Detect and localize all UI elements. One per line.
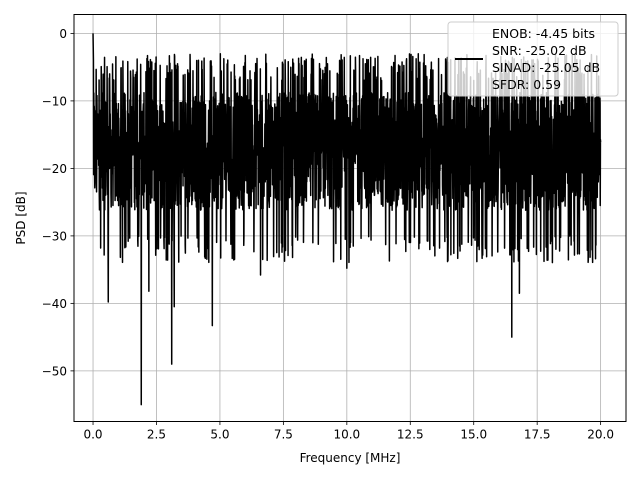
y-tick-label: −20	[42, 162, 67, 176]
x-tick-label: 10.0	[333, 428, 360, 442]
y-tick-label: −10	[42, 94, 67, 108]
x-tick-label: 5.0	[210, 428, 229, 442]
x-tick-label: 7.5	[274, 428, 293, 442]
legend-entry-sinad: SINAD: -25.05 dB	[492, 60, 600, 75]
x-axis-ticks: 0.0 2.5 5.0 7.5 10.0 12.5 15.0 17.5 20.0	[83, 421, 614, 442]
y-axis-ticks: 0 −10 −20 −30 −40 −50	[42, 27, 74, 378]
legend-entry-enob: ENOB: -4.45 bits	[492, 26, 595, 41]
legend: ENOB: -4.45 bits SNR: -25.02 dB SINAD: -…	[447, 21, 619, 97]
plot-area-frame	[73, 14, 627, 422]
psd-series	[92, 33, 602, 406]
legend-box	[447, 21, 619, 97]
y-tick-label: −30	[42, 229, 67, 243]
y-tick-label: −40	[42, 297, 67, 311]
y-tick-label: −50	[42, 364, 67, 378]
x-tick-label: 0.0	[83, 428, 102, 442]
x-tick-label: 20.0	[587, 428, 614, 442]
legend-entry-snr: SNR: -25.02 dB	[492, 43, 587, 58]
x-tick-label: 2.5	[147, 428, 166, 442]
psd-line	[92, 33, 602, 406]
x-tick-label: 17.5	[524, 428, 551, 442]
y-axis-label: PSD [dB]	[14, 191, 28, 244]
x-tick-label: 15.0	[460, 428, 487, 442]
x-tick-label: 12.5	[397, 428, 424, 442]
y-tick-label: 0	[59, 27, 67, 41]
x-axis-label: Frequency [MHz]	[300, 451, 401, 465]
legend-entry-sfdr: SFDR: 0.59	[492, 77, 561, 92]
